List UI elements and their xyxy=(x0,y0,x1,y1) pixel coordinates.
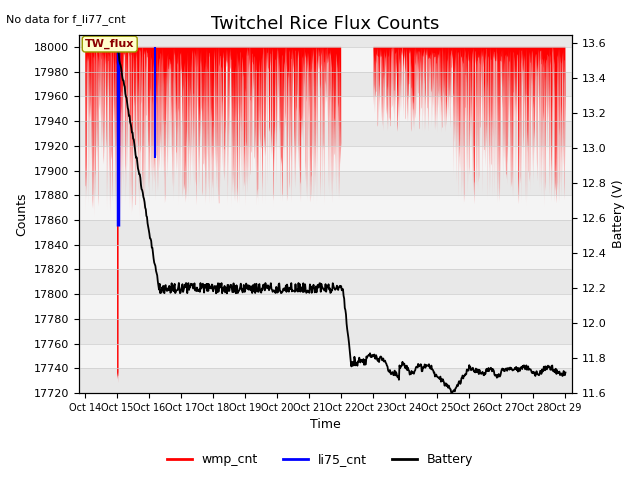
Bar xyxy=(79,146,572,170)
Bar xyxy=(79,170,572,195)
Bar xyxy=(79,220,572,245)
Bar xyxy=(79,294,572,319)
Bar xyxy=(79,269,572,294)
Bar xyxy=(79,195,572,220)
Bar xyxy=(79,368,572,393)
Title: Twitchel Rice Flux Counts: Twitchel Rice Flux Counts xyxy=(211,15,440,33)
Bar xyxy=(79,121,572,146)
Bar xyxy=(79,245,572,269)
Y-axis label: Battery (V): Battery (V) xyxy=(612,180,625,248)
Bar xyxy=(79,319,572,344)
Text: No data for f_li77_cnt: No data for f_li77_cnt xyxy=(6,14,126,25)
Bar xyxy=(79,96,572,121)
Bar xyxy=(79,344,572,368)
Text: TW_flux: TW_flux xyxy=(85,39,134,49)
Bar xyxy=(79,72,572,96)
X-axis label: Time: Time xyxy=(310,419,340,432)
Bar xyxy=(79,47,572,72)
Legend: wmp_cnt, li75_cnt, Battery: wmp_cnt, li75_cnt, Battery xyxy=(162,448,478,471)
Y-axis label: Counts: Counts xyxy=(15,192,28,236)
